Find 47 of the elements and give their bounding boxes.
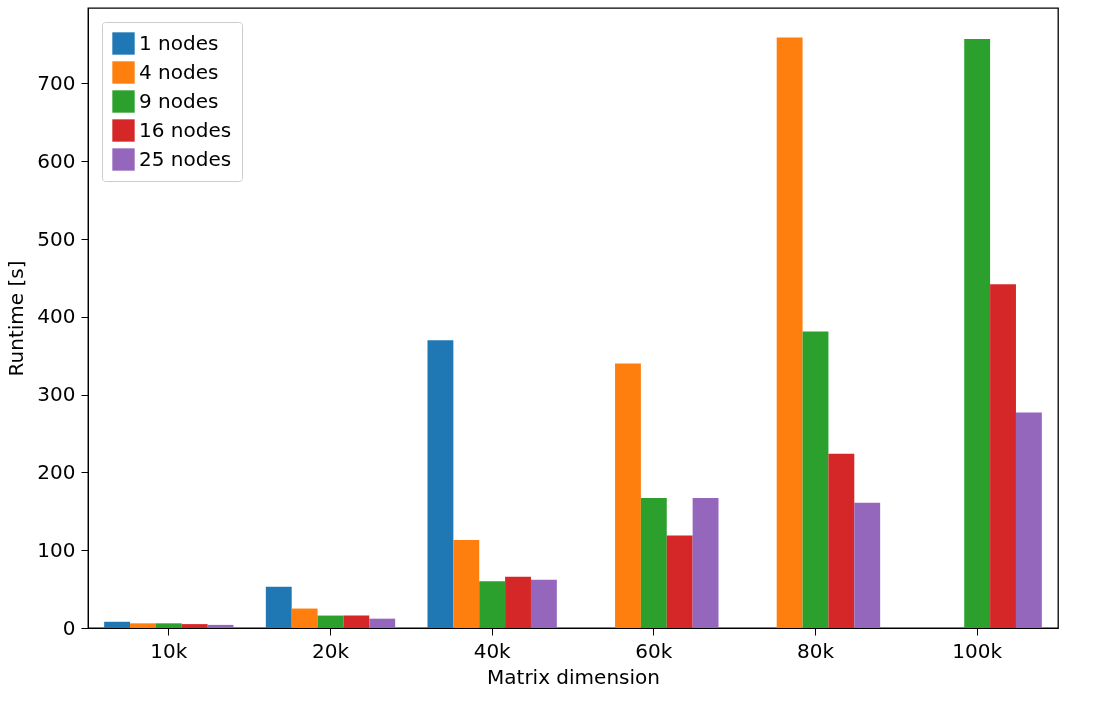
bar <box>1015 412 1042 628</box>
bar <box>207 624 234 628</box>
bar <box>964 39 991 628</box>
y-tick-label: 600 <box>37 148 76 173</box>
y-tick-label: 100 <box>37 537 76 562</box>
bar <box>990 284 1016 628</box>
bar <box>640 498 667 628</box>
bar <box>291 608 318 628</box>
bar <box>104 621 131 628</box>
bar <box>505 576 531 628</box>
y-tick-label: 0 <box>62 615 76 640</box>
bar <box>181 624 208 628</box>
bar <box>615 363 641 628</box>
y-tick-label: 400 <box>37 304 76 329</box>
y-tick-label: 200 <box>37 459 76 484</box>
y-tick-label: 500 <box>37 226 76 251</box>
bar <box>343 615 370 628</box>
bar <box>479 581 506 628</box>
legend-label: 4 nodes <box>139 59 219 84</box>
bar <box>530 579 557 628</box>
bar <box>317 615 344 628</box>
legend-label: 9 nodes <box>139 88 219 113</box>
bar <box>854 502 881 628</box>
bar <box>155 623 182 628</box>
bar <box>666 535 693 628</box>
bar <box>828 453 855 628</box>
legend-label: 25 nodes <box>139 146 232 171</box>
x-tick-label: 40k <box>473 638 512 663</box>
x-axis-title: Matrix dimension <box>487 664 660 689</box>
bar <box>692 498 719 628</box>
bar <box>802 331 829 628</box>
bar <box>453 540 480 628</box>
bar <box>265 586 292 628</box>
x-tick-label: 80k <box>796 638 835 663</box>
bar <box>427 340 454 628</box>
bar <box>776 37 803 628</box>
y-tick-label: 300 <box>37 382 76 407</box>
x-tick-label: 20k <box>311 638 350 663</box>
legend-label: 1 nodes <box>139 30 219 55</box>
y-axis-title: Runtime [s] <box>4 260 29 377</box>
bar <box>130 623 156 628</box>
bar <box>369 618 396 628</box>
x-tick-label: 10k <box>150 638 188 663</box>
x-tick-label: 60k <box>635 638 673 663</box>
legend-label: 16 nodes <box>139 117 232 142</box>
y-tick-label: 700 <box>37 70 76 95</box>
x-tick-label: 100k <box>952 638 1003 663</box>
